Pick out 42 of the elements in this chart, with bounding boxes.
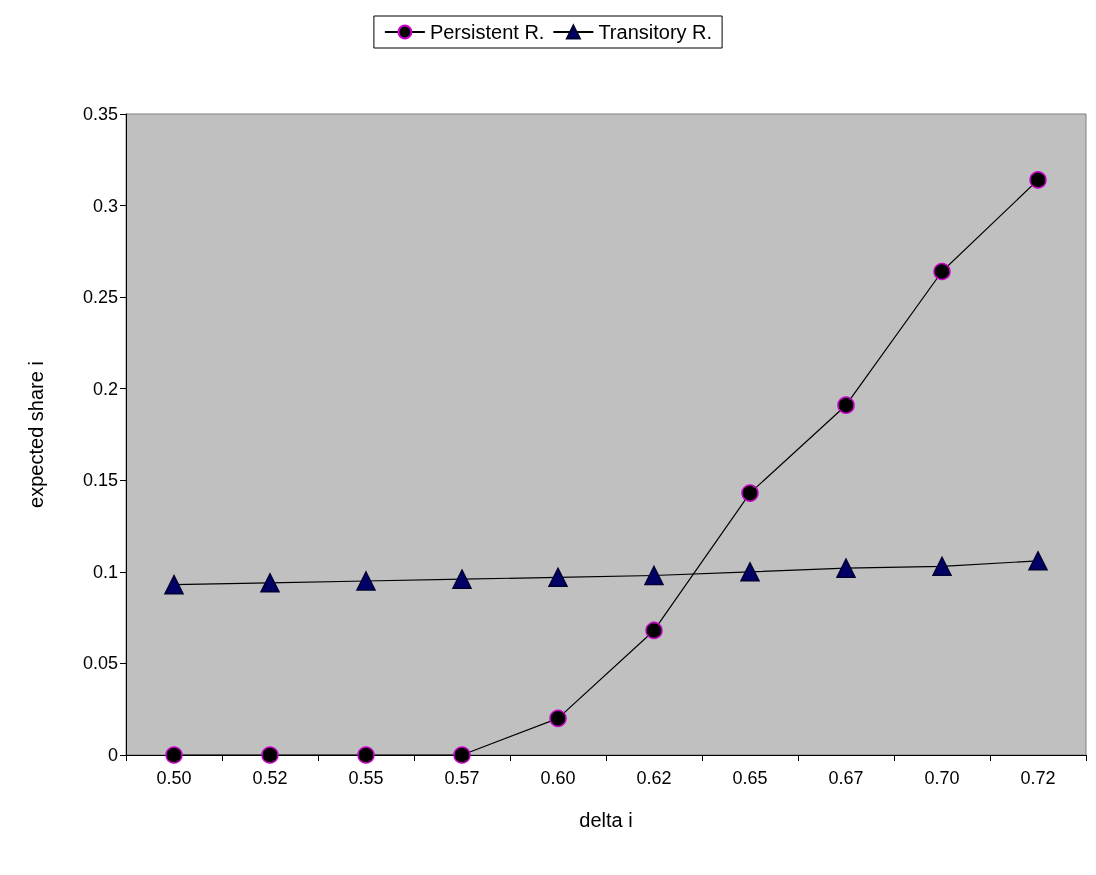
x-tick-label: 0.50 (156, 768, 192, 788)
point (933, 262, 951, 281)
y-tick-label: 0.1 (92, 561, 118, 582)
point (836, 558, 856, 578)
legend-label: Transitory R. (598, 21, 713, 43)
point (644, 565, 664, 586)
point (357, 746, 375, 764)
point (740, 562, 760, 582)
x-tick-label: 0.52 (252, 768, 288, 788)
point (548, 567, 568, 588)
point (1029, 171, 1047, 189)
x-tick-label: 0.65 (732, 768, 768, 788)
point (452, 569, 472, 589)
y-tick-label: 0.3 (92, 195, 118, 216)
y-axis-title: expected share i (25, 361, 47, 508)
point (261, 746, 279, 764)
x-tick-label: 0.57 (444, 768, 480, 788)
point (356, 571, 376, 591)
y-tick-label: 0 (107, 745, 118, 765)
x-tick-label: 0.60 (540, 768, 576, 788)
y-tick-label: 0.05 (82, 653, 118, 674)
point (260, 573, 280, 593)
point (741, 484, 759, 502)
point (837, 396, 855, 414)
x-tick-label: 0.72 (1020, 768, 1056, 788)
x-tick-label: 0.62 (636, 768, 672, 788)
point (453, 746, 471, 764)
y-tick-label: 0.15 (82, 470, 118, 491)
x-axis-title: delta i (579, 809, 633, 831)
point (549, 709, 567, 728)
x-tick-label: 0.70 (924, 768, 960, 788)
legend-label: Persistent R. (429, 21, 545, 43)
point (645, 621, 663, 640)
x-tick-label: 0.67 (828, 768, 864, 788)
point (164, 574, 184, 595)
y-tick-label: 0.2 (92, 378, 118, 399)
y-tick-label: 0.25 (82, 287, 118, 308)
point (165, 746, 183, 764)
y-tick-label: 0.35 (82, 104, 118, 124)
x-tick-label: 0.55 (348, 768, 384, 788)
point (932, 556, 952, 577)
point (1028, 551, 1048, 571)
